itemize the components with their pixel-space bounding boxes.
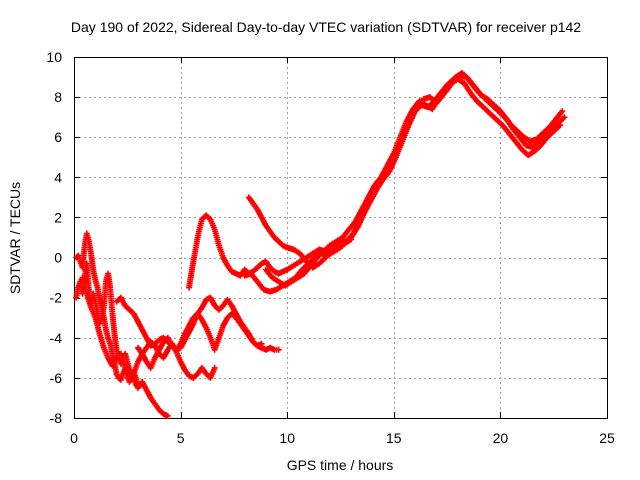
grid	[74, 57, 607, 418]
x-axis-label: GPS time / hours	[287, 457, 394, 473]
y-tick-label: 0	[54, 250, 62, 266]
y-tick-label: 2	[54, 209, 62, 225]
y-tick-label: 10	[46, 49, 62, 65]
y-tick-label: 6	[54, 129, 62, 145]
x-tick-labels: 0 5 10 15 20 25	[70, 430, 615, 446]
series-5-markers	[135, 310, 265, 371]
series-5	[135, 310, 265, 371]
y-tick-label: -8	[50, 410, 63, 426]
x-tick-label: 20	[493, 430, 509, 446]
y-tick-labels: -8 -6 -4 -2 0 2 4 6 8 10	[46, 49, 62, 426]
y-tick-label: 4	[54, 169, 62, 185]
x-tick-label: 0	[70, 430, 78, 446]
data-marks	[73, 70, 568, 419]
y-tick-label: -2	[50, 290, 63, 306]
x-tick-label: 25	[599, 430, 615, 446]
axis-ticks	[74, 57, 608, 419]
y-axis-label: SDTVAR / TECUs	[7, 182, 23, 294]
plot-frame	[74, 57, 608, 419]
y-tick-label: 8	[54, 89, 62, 105]
x-tick-label: 5	[177, 430, 185, 446]
series-7-markers	[245, 72, 566, 271]
series-7	[245, 72, 566, 271]
y-tick-label: -4	[50, 330, 63, 346]
chart-title: Day 190 of 2022, Sidereal Day-to-day VTE…	[71, 19, 581, 35]
x-tick-label: 10	[279, 430, 295, 446]
y-tick-label: -6	[50, 370, 63, 386]
series-9	[241, 70, 568, 295]
series-9-markers	[241, 70, 568, 295]
x-tick-label: 15	[386, 430, 402, 446]
